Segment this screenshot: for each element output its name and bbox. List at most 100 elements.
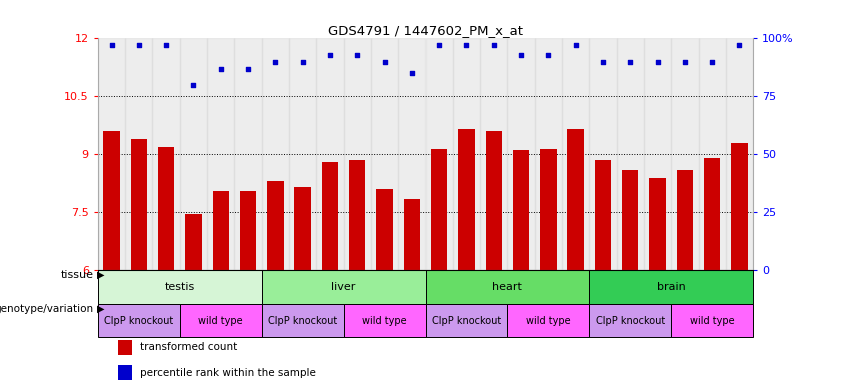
Point [405, 70, 419, 76]
Text: ClpP knockout: ClpP knockout [431, 316, 501, 326]
Point [323, 51, 337, 58]
Bar [262, 270, 426, 304]
Point [296, 58, 310, 65]
Text: percentile rank within the sample: percentile rank within the sample [140, 368, 317, 378]
Point [269, 58, 283, 65]
Text: heart: heart [493, 282, 523, 292]
Bar [289, 38, 317, 270]
Bar [117, 339, 132, 354]
Point [541, 51, 555, 58]
Bar [98, 304, 180, 338]
Point [651, 58, 665, 65]
Bar [562, 38, 589, 270]
Bar [398, 38, 426, 270]
Bar [677, 170, 693, 270]
Point [568, 42, 582, 48]
Bar [589, 304, 671, 338]
Bar [131, 139, 147, 270]
Bar [486, 131, 502, 270]
Text: testis: testis [164, 282, 195, 292]
Bar [98, 38, 125, 270]
Bar [644, 38, 671, 270]
Bar [453, 38, 480, 270]
Bar [371, 38, 398, 270]
Bar [322, 162, 338, 270]
Bar [262, 304, 344, 338]
Text: wild type: wild type [690, 316, 734, 326]
Bar [726, 38, 753, 270]
Bar [158, 147, 174, 270]
Bar [595, 160, 611, 270]
Bar [568, 129, 584, 270]
Bar [649, 177, 665, 270]
Bar [234, 38, 262, 270]
Bar [507, 304, 589, 338]
Bar [671, 38, 699, 270]
Point [132, 42, 146, 48]
Point [705, 58, 719, 65]
Bar [376, 189, 392, 270]
Point [624, 58, 637, 65]
Point [241, 66, 254, 72]
Bar [622, 170, 638, 270]
Bar [431, 149, 448, 270]
Bar [699, 38, 726, 270]
Text: brain: brain [657, 282, 686, 292]
Point [186, 82, 200, 88]
Bar [180, 38, 207, 270]
Point [597, 58, 610, 65]
Bar [262, 38, 289, 270]
Bar [731, 143, 748, 270]
Text: ClpP knockout: ClpP knockout [596, 316, 665, 326]
Point [378, 58, 391, 65]
Text: ClpP knockout: ClpP knockout [104, 316, 174, 326]
Bar [186, 214, 202, 270]
Bar [117, 365, 132, 380]
Point [432, 42, 446, 48]
Text: ▶: ▶ [97, 270, 105, 280]
Bar [240, 191, 256, 270]
Bar [426, 38, 453, 270]
Bar [426, 304, 507, 338]
Bar [125, 38, 152, 270]
Bar [534, 38, 562, 270]
Bar [480, 38, 507, 270]
Point [460, 42, 473, 48]
Title: GDS4791 / 1447602_PM_x_at: GDS4791 / 1447602_PM_x_at [328, 24, 523, 37]
Bar [589, 38, 617, 270]
Bar [207, 38, 234, 270]
Bar [213, 191, 229, 270]
Text: wild type: wild type [363, 316, 407, 326]
Bar [344, 38, 371, 270]
Bar [513, 151, 529, 270]
Bar [317, 38, 344, 270]
Bar [180, 304, 262, 338]
Bar [589, 270, 753, 304]
Bar [671, 304, 753, 338]
Text: transformed count: transformed count [140, 342, 237, 352]
Text: wild type: wild type [526, 316, 571, 326]
Point [487, 42, 500, 48]
Text: liver: liver [331, 282, 356, 292]
Bar [540, 149, 557, 270]
Bar [507, 38, 534, 270]
Point [733, 42, 746, 48]
Bar [403, 199, 420, 270]
Text: genotype/variation: genotype/variation [0, 304, 94, 314]
Text: ▶: ▶ [97, 304, 105, 314]
Point [514, 51, 528, 58]
Bar [704, 158, 720, 270]
Bar [294, 187, 311, 270]
Bar [267, 181, 283, 270]
Bar [344, 304, 426, 338]
Bar [426, 270, 589, 304]
Text: tissue: tissue [60, 270, 94, 280]
Point [159, 42, 173, 48]
Bar [152, 38, 180, 270]
Bar [103, 131, 120, 270]
Point [105, 42, 118, 48]
Point [351, 51, 364, 58]
Bar [349, 160, 365, 270]
Text: wild type: wild type [198, 316, 243, 326]
Text: ClpP knockout: ClpP knockout [268, 316, 337, 326]
